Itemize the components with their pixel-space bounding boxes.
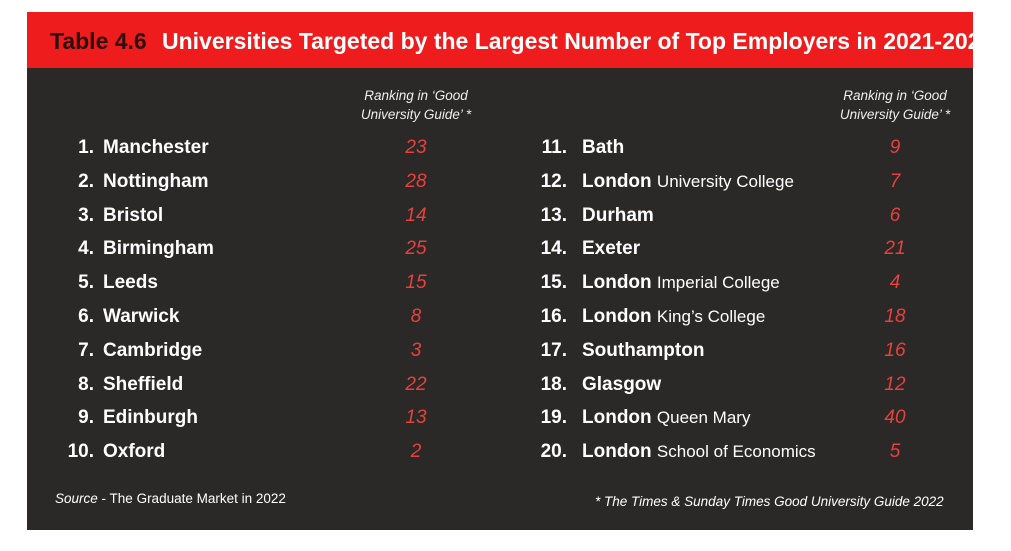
rank: 16.: [540, 306, 567, 327]
university: London Imperial College: [582, 272, 780, 294]
university-detail: Imperial College: [656, 273, 780, 293]
rank: 15.: [540, 272, 567, 294]
university-name: Exeter: [582, 238, 641, 260]
ranking-value: 2: [410, 441, 422, 463]
university: Durham: [582, 205, 654, 227]
university-name: London: [582, 272, 652, 294]
university-name: Edinburgh: [103, 407, 198, 429]
ranking-value: 40: [884, 407, 906, 429]
university-name: Durham: [582, 204, 654, 226]
university-name: Bath: [582, 137, 625, 158]
rank: 14.: [540, 238, 567, 260]
university: Oxford: [103, 441, 165, 463]
university-detail: King’s College: [656, 307, 766, 326]
university-name: Sheffield: [103, 373, 184, 395]
table-title: Universities Targeted by the Largest Num…: [162, 28, 994, 54]
university: Sheffield: [103, 374, 183, 396]
ranking-value: 14: [405, 204, 427, 226]
rank: 9.: [78, 407, 94, 429]
column-heading: Ranking in ‘Good: [364, 88, 468, 103]
university: London Queen Mary: [582, 407, 750, 429]
source-text: - The Graduate Market in 2022: [101, 491, 286, 506]
university: Birmingham: [103, 238, 214, 260]
rank: 20.: [540, 441, 567, 463]
rank: 18.: [540, 373, 567, 395]
university-name: London: [582, 407, 652, 429]
rank: 1.: [78, 137, 94, 158]
rank: 5.: [78, 272, 94, 294]
footnote: * The Times & Sunday Times Good Universi…: [595, 494, 944, 509]
university: Warwick: [103, 306, 179, 328]
university: London University College: [582, 171, 794, 193]
rank: 12.: [540, 170, 567, 192]
university: Southampton: [582, 340, 704, 362]
ranking-value: 21: [884, 238, 906, 260]
university-name: London: [582, 441, 652, 463]
rank: 13.: [540, 204, 567, 226]
university-detail: Queen Mary: [656, 408, 751, 428]
ranking-value: 28: [405, 170, 427, 192]
university: London King’s College: [582, 306, 765, 328]
column-heading: Ranking in ‘Good: [843, 88, 947, 103]
university: Bath: [582, 137, 624, 159]
ranking-value: 15: [405, 272, 427, 294]
university-name: London: [582, 306, 652, 327]
ranking-value: 25: [405, 238, 427, 260]
column-heading: University Guide’ *: [839, 107, 951, 122]
ranking-value: 7: [889, 170, 901, 192]
ranking-value: 13: [405, 407, 427, 429]
university: Exeter: [582, 238, 640, 260]
university-name: Nottingham: [103, 170, 209, 192]
ranking-value: 6: [889, 204, 901, 226]
table-label: Table 4.6: [50, 28, 147, 54]
university-name: London: [582, 170, 652, 192]
rank: 2.: [78, 170, 94, 192]
university-name: Leeds: [103, 272, 158, 294]
ranking-value: 4: [889, 272, 901, 294]
rank: 17.: [540, 339, 567, 361]
ranking-value: 12: [884, 373, 906, 395]
ranking-value: 5: [889, 441, 901, 463]
rank: 4.: [78, 238, 94, 260]
rank: 8.: [78, 373, 94, 395]
university: Edinburgh: [103, 407, 198, 429]
university-name: Southampton: [582, 339, 705, 361]
ranking-value: 23: [405, 137, 427, 158]
ranking-value: 8: [410, 306, 422, 327]
university-name: Warwick: [103, 306, 180, 327]
rank: 6.: [78, 306, 94, 327]
university: Bristol: [103, 205, 163, 227]
source-label: Source: [55, 491, 98, 506]
source: Source - The Graduate Market in 2022: [55, 491, 286, 506]
university: Glasgow: [582, 374, 661, 396]
rank: 19.: [540, 407, 567, 429]
rank: 11.: [541, 137, 567, 158]
ranking-value: 22: [405, 373, 427, 395]
university-name: Birmingham: [103, 238, 214, 260]
university-detail: University College: [656, 171, 794, 191]
university-name: Manchester: [103, 137, 209, 158]
university: London School of Economics: [582, 441, 816, 463]
ranking-value: 18: [884, 306, 906, 327]
university-detail: School of Economics: [656, 442, 816, 462]
university: Leeds: [103, 272, 158, 294]
rank: 10.: [67, 441, 94, 463]
university: Cambridge: [103, 340, 202, 362]
rank: 3.: [78, 204, 94, 226]
university-name: Bristol: [103, 204, 164, 226]
rank: 7.: [78, 339, 94, 361]
university-name: Oxford: [103, 441, 166, 463]
university: Nottingham: [103, 171, 209, 193]
ranking-value: 3: [410, 339, 422, 361]
ranking-value: 9: [889, 137, 901, 158]
university: Manchester: [103, 137, 209, 159]
column-heading: University Guide’ *: [360, 107, 472, 122]
ranking-value: 16: [884, 339, 906, 361]
university-name: Glasgow: [582, 373, 662, 395]
header-bar: [27, 12, 973, 68]
table-panel: [27, 68, 973, 530]
university-name: Cambridge: [103, 339, 203, 361]
